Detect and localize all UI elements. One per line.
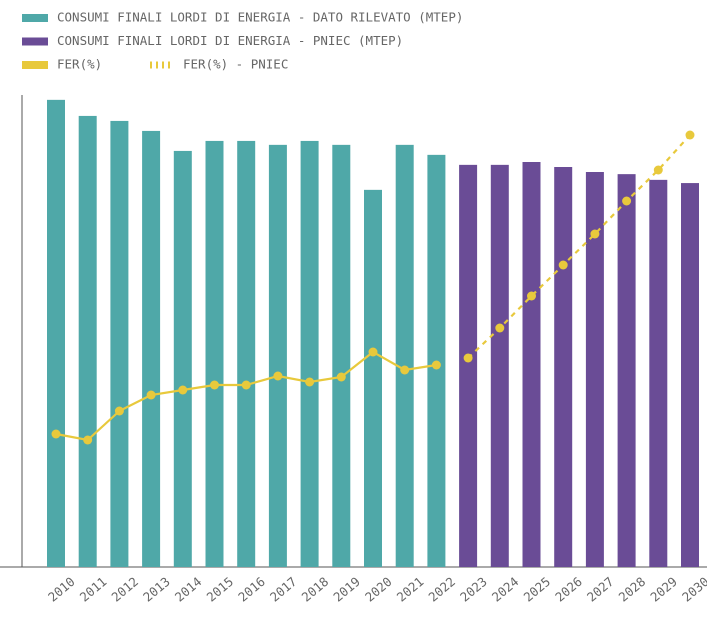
x-tick-label: 2022 — [425, 574, 458, 605]
x-tick-label: 2010 — [45, 574, 78, 605]
bar — [47, 99, 65, 567]
point — [114, 406, 124, 416]
x-tick-label: 2023 — [457, 574, 490, 605]
legend-swatch — [22, 61, 48, 69]
point — [495, 323, 505, 333]
bar — [237, 140, 256, 567]
point — [83, 435, 93, 445]
point — [622, 196, 632, 206]
x-tick-label: 2027 — [584, 574, 617, 605]
bar — [205, 140, 224, 567]
point — [210, 380, 219, 390]
point — [590, 229, 600, 239]
legend-label: CONSUMI FINALI LORDI DI ENERGIA - DATO R… — [57, 10, 463, 25]
legend-label: FER(%) — [57, 57, 102, 72]
x-tick-label: 2019 — [330, 574, 363, 605]
point — [178, 385, 188, 395]
point — [241, 380, 251, 390]
x-tick-label: 2024 — [489, 574, 522, 605]
bar — [110, 120, 129, 567]
x-tick-label: 2020 — [362, 574, 395, 605]
bar — [78, 115, 97, 567]
legend-label: CONSUMI FINALI LORDI DI ENERGIA - PNIEC … — [57, 33, 403, 48]
bar — [554, 167, 573, 567]
legend-swatch — [22, 37, 48, 46]
point — [653, 165, 663, 175]
x-tick-label: 2017 — [267, 574, 300, 605]
bar — [617, 174, 636, 567]
x-tick-label: 2028 — [616, 574, 649, 605]
x-tick-label: 2014 — [172, 574, 205, 605]
point — [400, 365, 410, 375]
x-tick-label: 2029 — [647, 574, 680, 605]
legend-label: FER(%) - PNIEC — [183, 57, 288, 72]
bar — [395, 144, 414, 567]
bar — [173, 150, 192, 567]
point — [368, 347, 378, 357]
bar — [649, 179, 668, 567]
point — [558, 260, 568, 270]
point — [527, 291, 536, 301]
x-tick-label: 2021 — [394, 574, 427, 605]
point — [305, 377, 315, 387]
x-tick-label: 2030 — [679, 574, 707, 605]
line — [467, 134, 691, 359]
bar — [142, 130, 161, 567]
point — [273, 371, 283, 381]
bar — [522, 162, 541, 567]
point — [685, 130, 695, 140]
x-tick-label: 2026 — [552, 574, 585, 605]
point — [51, 429, 61, 439]
x-tick-label: 2016 — [235, 574, 268, 605]
bar — [332, 144, 351, 567]
legend-swatch — [22, 14, 48, 22]
point — [336, 372, 346, 382]
bar — [681, 183, 699, 568]
x-tick-label: 2015 — [204, 574, 237, 605]
bar — [268, 144, 287, 567]
point — [463, 353, 473, 363]
point — [431, 360, 441, 370]
x-tick-label: 2025 — [521, 574, 554, 605]
x-tick-label: 2018 — [299, 574, 332, 605]
bar — [300, 140, 319, 567]
bar — [364, 189, 382, 567]
x-tick-label: 2012 — [108, 574, 141, 605]
bar — [459, 164, 478, 567]
point — [146, 390, 156, 400]
bar — [585, 172, 604, 567]
x-tick-label: 2011 — [77, 574, 110, 605]
x-tick-label: 2013 — [140, 574, 173, 605]
bar — [490, 164, 509, 567]
